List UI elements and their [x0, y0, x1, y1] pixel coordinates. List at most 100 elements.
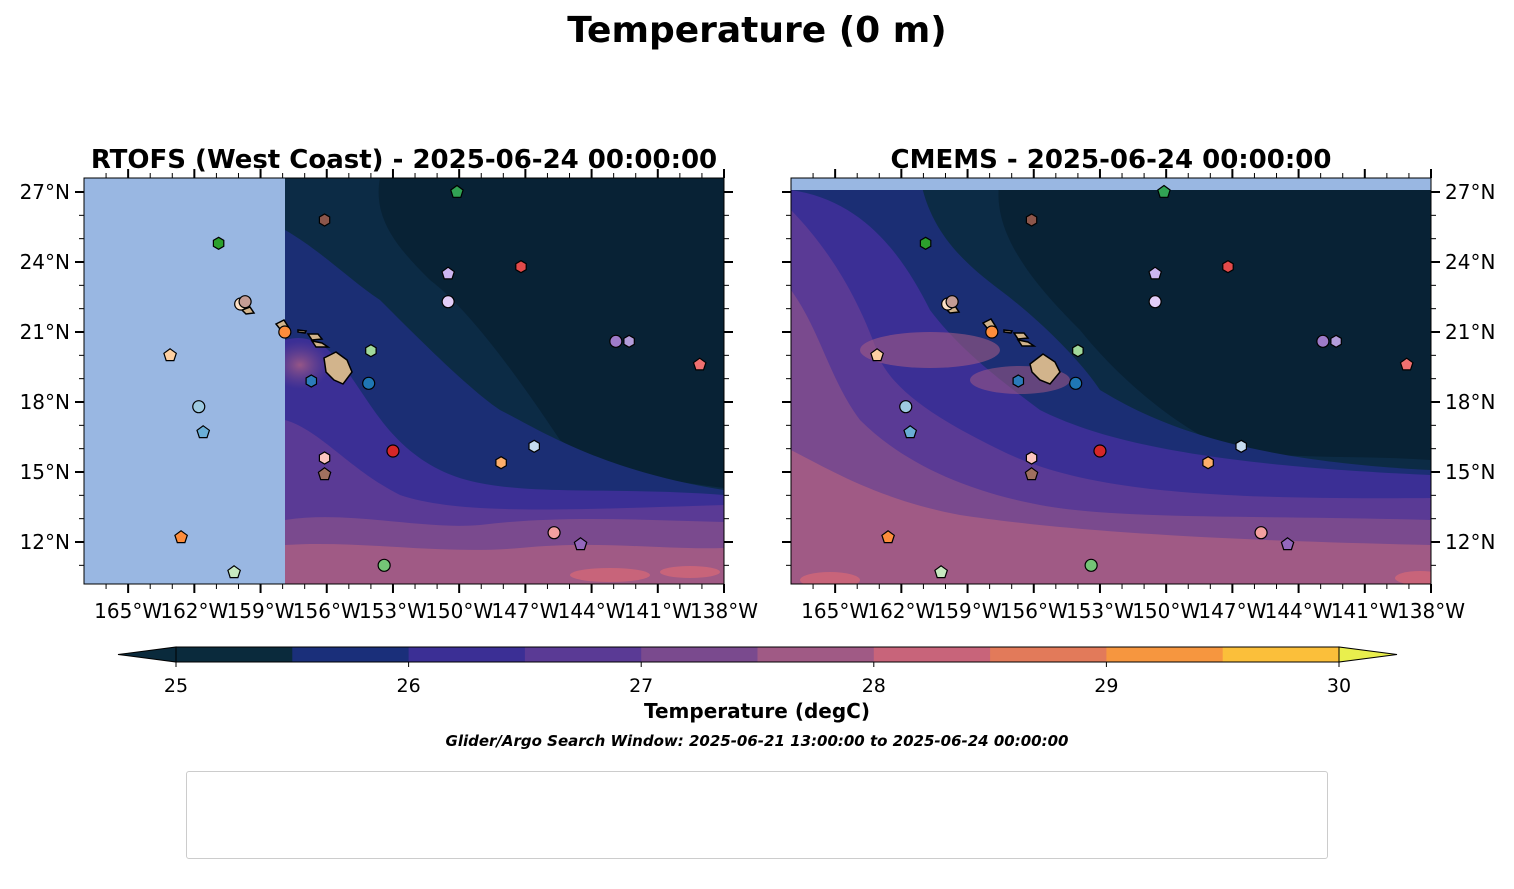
lat-tick-label: 18°N [20, 390, 70, 414]
lon-tick-label: 150°W [1132, 599, 1200, 623]
search-window-text: Glider/Argo Search Window: 2025-06-21 13… [446, 732, 1069, 750]
lat-tick-label: 24°N [1445, 250, 1495, 274]
float-marker-4903507 [212, 236, 225, 250]
colorbar-tick-label: 27 [629, 675, 653, 697]
lon-tick-label: 147°W [491, 599, 559, 623]
colorbar-tick-label: 29 [1094, 675, 1118, 697]
rtofs-float-markers [163, 184, 707, 579]
float-marker-5906753 [1254, 526, 1268, 540]
float-marker-2903452 [903, 425, 918, 439]
lon-tick-label: 138°W [690, 599, 758, 623]
float-marker-2903868 [1235, 439, 1248, 453]
lat-tick-label: 21°N [1445, 320, 1495, 344]
colorbar-tick-label: 25 [164, 675, 188, 697]
float-marker-5906752 [1399, 357, 1414, 371]
lon-tick-label: 156°W [1000, 599, 1068, 623]
float-marker-5906156 [1222, 260, 1234, 274]
float-marker-5906752 [692, 357, 707, 371]
float-marker-5907061 [441, 295, 455, 309]
float-marker-3902559 [278, 325, 292, 339]
colorbar-bin [1106, 647, 1224, 662]
colorbar-bin [990, 647, 1107, 662]
float-marker-5906814 [623, 334, 635, 348]
colorbar-bin [524, 647, 642, 662]
float-marker-5906801 [609, 334, 623, 348]
cmems-no-data-strip [791, 178, 1431, 190]
float-marker-5906755 [318, 451, 331, 465]
lon-tick-label: 150°W [425, 599, 493, 623]
colorbar-label: Temperature (degC) [644, 699, 870, 723]
lon-tick-label: 165°W [94, 599, 162, 623]
float-marker-7901104 [317, 467, 332, 481]
float-marker-5906095 [934, 565, 949, 579]
float-marker-7900877 [318, 213, 331, 227]
float-marker-3902613 [163, 348, 178, 362]
colorbar-bin [757, 647, 875, 662]
float-marker-7900877 [1025, 213, 1038, 227]
float-marker-5906814 [1330, 334, 1342, 348]
rtofs-axes-frame [83, 177, 725, 585]
colorbar-bin [408, 647, 526, 662]
float-marker-4904976 [450, 184, 464, 198]
float-marker-2903863 [899, 400, 913, 414]
cmems-temperature-field [791, 178, 1431, 584]
float-marker-5906801 [1316, 334, 1330, 348]
float-marker-1902685 [1012, 374, 1025, 388]
lon-tick-label: 147°W [1198, 599, 1266, 623]
lon-tick-label: 165°W [801, 599, 869, 623]
lon-tick-label: 153°W [1066, 599, 1134, 623]
lon-tick-label: 141°W [624, 599, 692, 623]
lat-tick-label: 27°N [20, 180, 70, 204]
float-marker-1902685 [305, 374, 318, 388]
legend-box [186, 771, 1328, 859]
colorbar: 25 26 27 28 29 30 [117, 646, 1398, 697]
float-marker-3902559 [985, 325, 999, 339]
float-marker-4904976 [1157, 184, 1171, 198]
float-marker-5906815 [441, 266, 456, 280]
cmems-panel: CMEMS - 2025-06-24 00:00:00 165°W162°W15… [782, 145, 1495, 623]
float-marker-5906755 [1025, 451, 1038, 465]
float-marker-2903863 [192, 400, 206, 414]
rtofs-panel: RTOFS (West Coast) - 2025-06-24 00:00:00… [20, 145, 759, 623]
float-marker-5905853 [365, 344, 377, 358]
colorbar-tick-label: 26 [397, 675, 421, 697]
float-marker-3902561 [1202, 456, 1214, 470]
float-marker-3902613 [870, 348, 885, 362]
lon-tick-label: 144°W [1265, 599, 1333, 623]
lat-tick-label: 18°N [1445, 390, 1495, 414]
colorbar-bin [1222, 647, 1340, 662]
float-marker-3902374 [881, 530, 896, 544]
float-marker-7901104 [1024, 467, 1039, 481]
float-marker-5905746 [377, 558, 391, 572]
lat-tick-label: 12°N [1445, 530, 1495, 554]
float-marker-2903868 [528, 439, 541, 453]
rtofs-islands [240, 306, 353, 385]
lon-tick-label: 162°W [867, 599, 935, 623]
rtofs-panel-title: RTOFS (West Coast) - 2025-06-24 00:00:00 [91, 145, 717, 175]
rtofs-temperature-field [285, 178, 724, 584]
colorbar-extend-max [1338, 646, 1398, 663]
lon-tick-label: 162°W [160, 599, 228, 623]
colorbar-bin [176, 647, 293, 662]
float-marker-1902649 [362, 376, 376, 390]
float-marker-3902561 [495, 456, 507, 470]
colorbar-bin [641, 647, 758, 662]
lat-tick-label: 12°N [20, 530, 70, 554]
float-marker-5906156 [515, 260, 527, 274]
float-marker-5906155 [386, 444, 400, 458]
lon-tick-label: 159°W [934, 599, 1002, 623]
lat-tick-label: 27°N [1445, 180, 1495, 204]
lon-tick-label: 138°W [1397, 599, 1465, 623]
figure-title: Temperature (0 m) [567, 10, 946, 51]
float-marker-5906756 [573, 537, 588, 551]
float-marker-5907061 [1148, 295, 1162, 309]
float-marker-5906095 [227, 565, 242, 579]
colorbar-extend-min [117, 646, 177, 663]
lat-tick-label: 24°N [20, 250, 70, 274]
float-marker-4903507 [919, 236, 932, 250]
cmems-float-markers [870, 184, 1414, 579]
lat-tick-label: 21°N [20, 320, 70, 344]
lat-tick-label: 15°N [20, 460, 70, 484]
cmems-panel-title: CMEMS - 2025-06-24 00:00:00 [891, 145, 1332, 175]
